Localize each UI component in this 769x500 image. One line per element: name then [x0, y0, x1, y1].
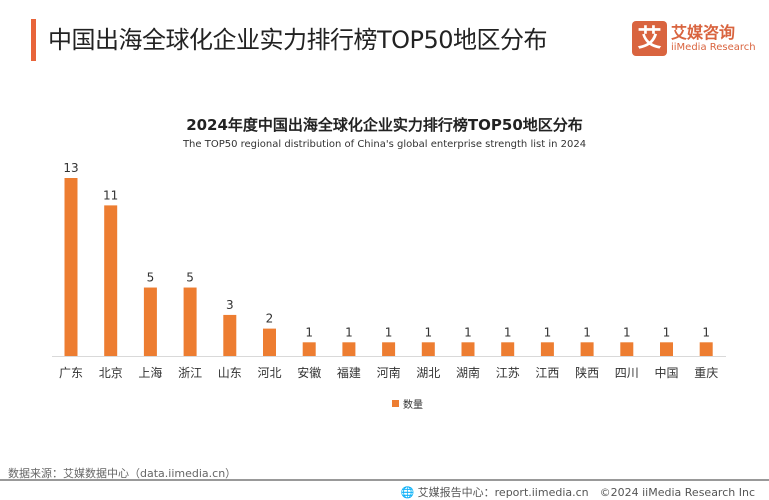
- x-tick-label: 湖南: [456, 365, 480, 380]
- data-label: 1: [583, 325, 591, 339]
- x-tick-label: 湖北: [416, 365, 440, 380]
- logo-en: iiMedia Research: [671, 41, 756, 53]
- footer-report: 🌐 艾媒报告中心：report.iimedia.cn ©2024 iiMedia…: [400, 484, 755, 500]
- logo: 艾 艾媒咨询 iiMedia Research: [632, 21, 756, 56]
- data-label: 1: [424, 325, 432, 339]
- x-tick-label: 浙江: [178, 366, 202, 380]
- bar: [699, 342, 713, 356]
- bar: [660, 342, 673, 356]
- x-tick-label: 山东: [218, 366, 242, 380]
- legend-label: 数量: [403, 398, 423, 411]
- data-label: 11: [103, 188, 118, 202]
- x-tick-label: 江苏: [496, 366, 520, 380]
- bar: [263, 328, 276, 356]
- bar: [104, 205, 118, 356]
- title-accent-bar: [31, 19, 36, 61]
- globe-icon: 🌐: [400, 486, 415, 499]
- bar: [223, 314, 237, 356]
- x-tick-label: 上海: [138, 365, 162, 380]
- data-label: 2: [266, 312, 274, 326]
- footer-divider: [0, 479, 769, 481]
- data-label: 1: [663, 325, 671, 339]
- footer-report-text: 艾媒报告中心：report.iimedia.cn ©2024 iiMedia R…: [417, 486, 755, 499]
- chart-subtitle: The TOP50 regional distribution of China…: [182, 139, 587, 150]
- data-source: 数据来源：艾媒数据中心（data.iimedia.cn）: [8, 467, 237, 480]
- x-tick-label: 安徽: [297, 365, 321, 380]
- logo-cn: 艾媒咨询: [671, 22, 736, 42]
- x-tick-label: 广东: [59, 366, 83, 380]
- bar: [580, 342, 594, 356]
- bar: [620, 342, 634, 356]
- bar: [461, 342, 475, 356]
- bar: [421, 342, 435, 356]
- bar: [183, 287, 197, 356]
- data-label: 1: [702, 325, 710, 339]
- data-label: 1: [544, 325, 552, 339]
- x-tick-label: 陕西: [575, 365, 599, 380]
- bar: [501, 342, 515, 356]
- logo-mark: 艾: [632, 21, 667, 56]
- x-tick-label: 福建: [337, 365, 361, 380]
- x-tick-label: 河南: [377, 365, 401, 380]
- page-title: 中国出海全球化企业实力排行榜TOP50地区分布: [48, 26, 548, 54]
- data-label: 1: [345, 325, 353, 339]
- bar: [540, 342, 554, 356]
- bar: [64, 178, 78, 356]
- bar: [342, 342, 356, 356]
- data-label: 1: [623, 325, 631, 339]
- data-label: 5: [147, 271, 155, 285]
- data-label: 1: [464, 325, 472, 339]
- data-label: 1: [504, 325, 512, 339]
- data-label: 1: [385, 325, 393, 339]
- data-label: 1: [305, 325, 313, 339]
- x-tick-label: 河北: [257, 366, 281, 380]
- data-label: 3: [226, 298, 234, 312]
- x-tick-label: 中国: [654, 365, 678, 380]
- bar: [382, 342, 396, 356]
- data-label: 13: [63, 161, 78, 175]
- bar: [143, 287, 157, 356]
- data-label: 5: [186, 271, 194, 285]
- x-tick-label: 江西: [535, 366, 559, 380]
- legend-swatch: [392, 400, 399, 407]
- x-tick-label: 四川: [615, 366, 639, 380]
- bar: [302, 342, 316, 356]
- x-tick-label: 北京: [99, 366, 123, 380]
- x-tick-label: 重庆: [694, 366, 718, 380]
- chart-title: 2024年度中国出海全球化企业实力排行榜TOP50地区分布: [186, 116, 583, 134]
